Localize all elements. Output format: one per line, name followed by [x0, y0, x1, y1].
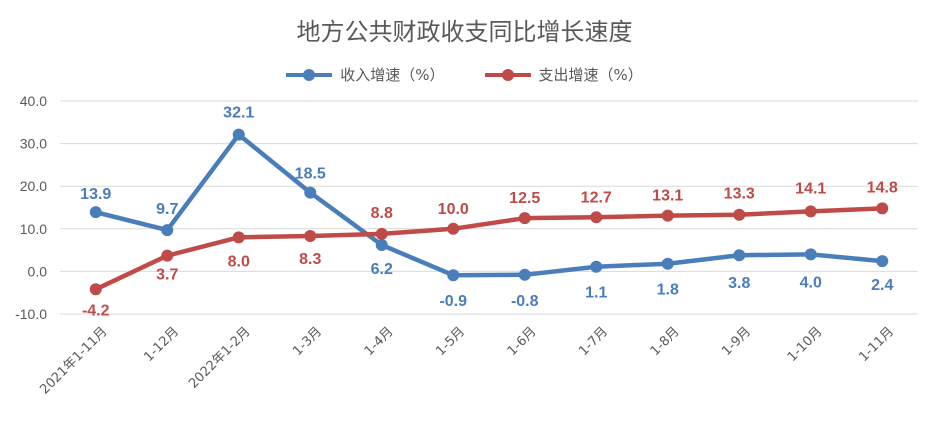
data-label-expenditure: -4.2 [82, 302, 110, 319]
data-label-expenditure: 8.0 [228, 253, 250, 270]
data-point-expenditure [304, 230, 317, 243]
data-point-expenditure [161, 249, 174, 262]
data-point-expenditure [518, 212, 531, 225]
x-tick-label: 1-3月 [290, 324, 325, 359]
data-label-expenditure: 10.0 [438, 201, 469, 218]
y-tick-label: 0.0 [28, 263, 48, 279]
data-label-expenditure: 14.1 [795, 180, 826, 197]
data-point-income [804, 248, 817, 261]
data-point-income [232, 128, 245, 141]
data-point-income [733, 249, 746, 262]
data-point-expenditure [375, 227, 388, 240]
series-line-expenditure [93, 206, 885, 292]
data-label-expenditure: 12.7 [581, 189, 612, 206]
data-label-income: 32.1 [223, 105, 254, 122]
data-label-income: 3.8 [728, 275, 750, 292]
data-label-income: 2.4 [871, 277, 893, 294]
legend-label-income: 收入增速（%） [340, 66, 445, 84]
data-point-expenditure [447, 222, 460, 235]
data-label-income: -0.8 [511, 293, 539, 310]
x-tick-label: 2021年1-11月 [37, 324, 110, 397]
data-label-expenditure: 8.8 [371, 205, 393, 222]
x-tick-label: 1-5月 [433, 324, 468, 359]
y-tick-label: 10.0 [20, 221, 47, 237]
data-label-expenditure: 3.7 [156, 267, 178, 284]
x-tick-label: 1-12月 [141, 324, 182, 365]
data-label-income: 18.5 [295, 166, 326, 183]
data-point-income [590, 260, 603, 273]
data-point-income [89, 206, 102, 219]
data-label-income: 4.0 [800, 274, 822, 291]
chart-title: 地方公共财政收支同比增长速度 [296, 18, 633, 46]
data-point-expenditure [804, 205, 817, 218]
x-tick-label: 1-7月 [576, 324, 611, 359]
x-tick-label: 2022年1-2月 [186, 324, 253, 391]
legend-swatch-income [286, 68, 333, 81]
data-label-expenditure: 8.3 [299, 251, 321, 268]
data-point-expenditure [661, 209, 674, 222]
data-label-income: -0.9 [439, 293, 467, 310]
legend-label-expenditure: 支出增速（%） [538, 66, 643, 84]
data-point-income [161, 224, 174, 237]
series-line-income [93, 132, 885, 278]
y-tick-label: -10.0 [15, 306, 47, 322]
data-point-income [876, 255, 889, 268]
data-label-income: 9.7 [156, 201, 178, 218]
y-tick-label: 30.0 [20, 136, 47, 152]
data-label-expenditure: 12.5 [509, 190, 540, 207]
data-label-income: 1.8 [657, 282, 679, 299]
legend: 收入增速（%） 支出增速（%） [0, 64, 929, 85]
data-point-income [375, 238, 388, 251]
data-point-expenditure [232, 231, 245, 244]
legend-item-expenditure: 支出增速（%） [484, 64, 643, 85]
x-tick-label: 1-10月 [785, 324, 826, 365]
data-point-expenditure [876, 202, 889, 215]
data-label-expenditure: 13.1 [652, 188, 683, 205]
x-tick-label: 1-4月 [362, 324, 397, 359]
data-point-expenditure [733, 208, 746, 221]
data-label-income: 6.2 [371, 261, 393, 278]
data-label-expenditure: 14.8 [867, 179, 898, 196]
x-tick-label: 1-9月 [719, 324, 754, 359]
x-tick-label: 1-11月 [856, 324, 897, 365]
data-point-income [304, 186, 317, 199]
legend-swatch-expenditure [484, 68, 531, 81]
data-label-expenditure: 13.3 [724, 186, 755, 203]
x-tick-label: 1-8月 [648, 324, 683, 359]
data-point-income [518, 268, 531, 281]
data-label-income: 13.9 [80, 186, 111, 203]
x-tick-label: 1-6月 [505, 324, 540, 359]
data-label-income: 1.1 [585, 285, 607, 302]
data-point-income [661, 257, 674, 270]
data-point-expenditure [89, 283, 102, 296]
data-point-expenditure [590, 211, 603, 224]
y-tick-label: 40.0 [20, 93, 47, 109]
y-tick-label: 20.0 [20, 178, 47, 194]
data-point-income [447, 269, 460, 282]
legend-item-income: 收入增速（%） [286, 64, 445, 85]
